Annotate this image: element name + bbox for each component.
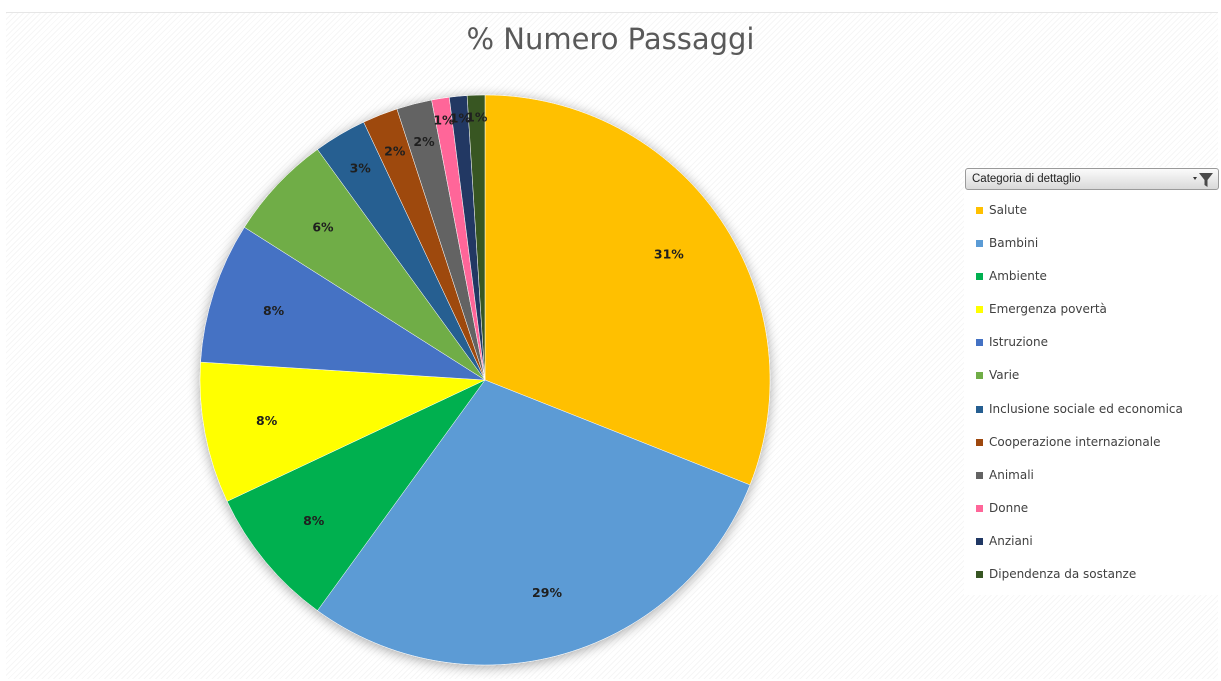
legend-swatch: [976, 405, 983, 413]
legend-label: Anziani: [989, 533, 1033, 548]
data-label-salute: 31%: [654, 247, 684, 262]
pie-slice-emergenza-poverta[interactable]: [199, 361, 486, 502]
legend-label: Bambini: [989, 236, 1039, 251]
data-label-donne: 1%: [433, 113, 455, 128]
data-label-varie: 6%: [312, 219, 334, 234]
legend-label: Ambiente: [989, 269, 1047, 284]
filter-icon[interactable]: [1191, 171, 1215, 189]
legend-label: Cooperazione internazionale: [989, 434, 1161, 449]
legend-swatch: [976, 504, 983, 512]
pie-slice-bambini[interactable]: [317, 379, 751, 666]
legend-filter-button[interactable]: Categoria di dettaglio: [965, 168, 1219, 190]
legend: Categoria di dettaglio Salute Bambini Ambi…: [964, 167, 1221, 595]
legend-swatch: [976, 207, 983, 214]
legend-swatch: [976, 372, 983, 380]
legend-label: Dipendenza da sostanze: [989, 567, 1137, 582]
data-label-istruzione: 8%: [263, 303, 285, 318]
legend-label: Donne: [989, 500, 1029, 515]
legend-swatch: [976, 240, 983, 248]
pie-slice-istruzione[interactable]: [200, 226, 486, 381]
data-label-anziani: 1%: [450, 110, 472, 125]
legend-label: Istruzione: [989, 335, 1048, 350]
data-label-inclusione-sociale-ed-economica: 3%: [350, 161, 372, 176]
data-label-bambini: 29%: [532, 585, 562, 600]
data-label-ambiente: 8%: [303, 513, 325, 528]
chart-title: % Numero Passaggi: [466, 22, 755, 56]
legend-swatch: [976, 273, 983, 281]
pie-slice-dipendenza-da-sostanze[interactable]: [466, 94, 486, 381]
legend-swatch: [976, 306, 983, 314]
legend-swatch: [976, 471, 983, 479]
legend-title: Categoria di dettaglio: [972, 173, 1081, 185]
legend-label: Inclusione sociale ed economica: [989, 401, 1183, 416]
data-label-cooperazione-internazionale: 2%: [384, 144, 406, 159]
legend-swatch: [976, 537, 983, 545]
legend-swatch: [976, 571, 983, 579]
legend-label: Animali: [989, 467, 1034, 482]
legend-label: Emergenza povertà: [989, 302, 1107, 317]
pie-slice-ambiente[interactable]: [226, 379, 486, 611]
legend-label: Varie: [989, 368, 1020, 383]
pie-slice-salute[interactable]: [484, 94, 771, 486]
legend-label: Salute: [989, 203, 1027, 217]
legend-swatch: [976, 339, 983, 347]
data-label-dipendenza-da-sostanze: 1%: [466, 109, 488, 124]
data-label-animali: 2%: [413, 134, 435, 149]
legend-swatch: [976, 438, 983, 446]
data-label-emergenza-poverta: 8%: [256, 413, 278, 428]
